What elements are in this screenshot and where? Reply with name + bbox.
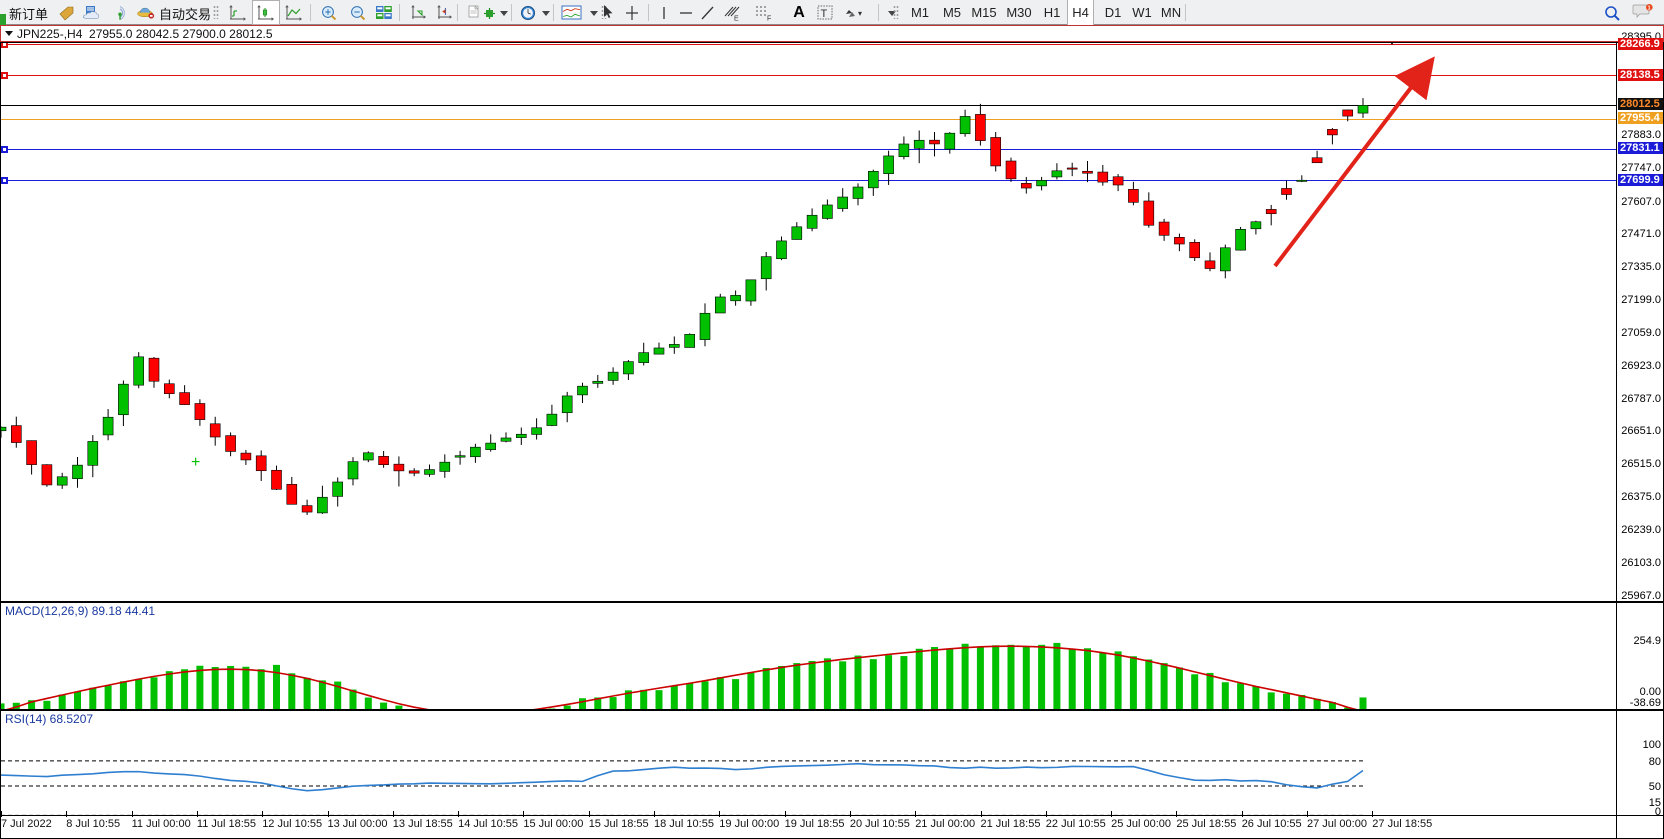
svg-text:F: F bbox=[767, 15, 771, 21]
svg-text:1: 1 bbox=[1648, 5, 1651, 11]
svg-text:T: T bbox=[821, 8, 828, 20]
svg-text:E: E bbox=[734, 15, 739, 21]
svg-text:▾: ▾ bbox=[858, 9, 862, 18]
